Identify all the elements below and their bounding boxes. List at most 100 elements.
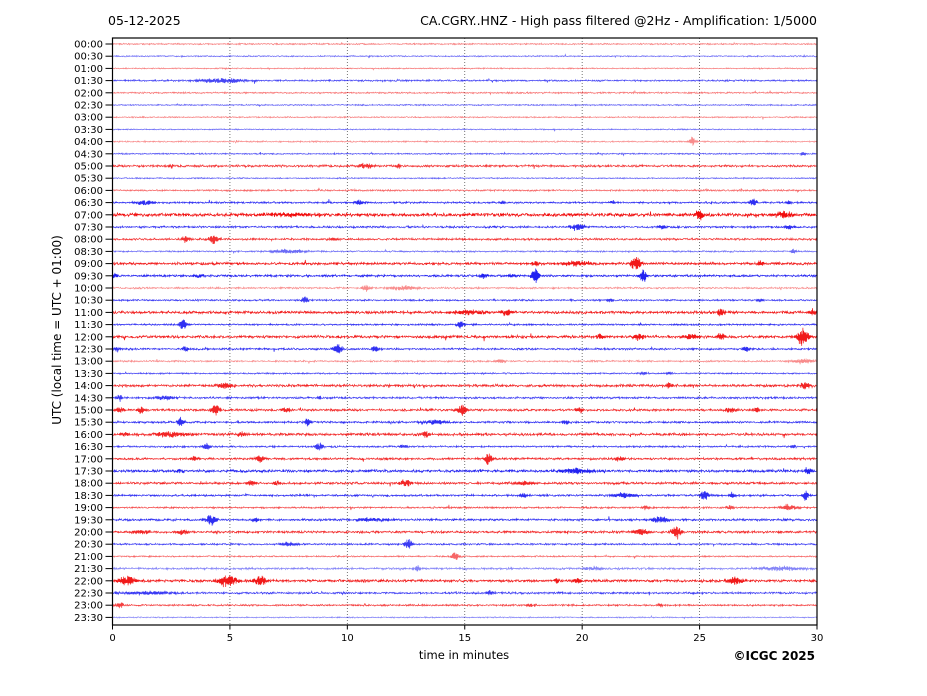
y-tick-label: 08:00: [74, 235, 103, 246]
y-tick-label: 15:00: [74, 406, 103, 417]
y-tick-label: 16:30: [74, 442, 103, 453]
trace-16:30: [112, 442, 818, 451]
y-tick-label: 19:00: [74, 503, 103, 514]
y-tick-label: 02:00: [74, 88, 103, 99]
trace-07:30: [112, 223, 818, 232]
y-tick-label: 14:00: [74, 381, 103, 392]
y-tick-label: 07:30: [74, 223, 103, 234]
trace-18:30: [112, 490, 818, 501]
trace-20:00: [112, 526, 818, 540]
trace-23:00: [112, 602, 818, 609]
y-tick-label: 16:00: [74, 430, 103, 441]
y-tick-label: 03:30: [74, 125, 103, 136]
trace-16:00: [112, 431, 818, 439]
trace-09:30: [112, 268, 818, 284]
y-tick-label: 04:30: [74, 149, 103, 160]
y-tick-label: 23:00: [74, 601, 103, 612]
x-tick-label: 5: [227, 633, 233, 644]
y-tick-label: 05:00: [74, 162, 103, 173]
trace-06:30: [112, 198, 818, 206]
trace-03:30: [112, 127, 817, 133]
trace-02:30: [112, 102, 817, 107]
trace-14:00: [112, 382, 818, 390]
plot-frame: [111, 37, 818, 626]
x-tick-label: 20: [576, 633, 589, 644]
x-axis-label: time in minutes: [418, 648, 510, 662]
trace-15:00: [112, 404, 818, 416]
y-tick-label: 21:00: [74, 552, 103, 563]
y-tick-label: 12:30: [74, 345, 103, 356]
y-tick-label: 18:30: [74, 491, 103, 502]
y-tick-label: 09:30: [74, 271, 103, 282]
y-tick-label: 06:00: [74, 186, 103, 197]
y-tick-label: 08:30: [74, 247, 103, 258]
y-tick-label: 15:30: [74, 418, 103, 429]
y-tick-label: 20:30: [74, 540, 103, 551]
trace-09:00: [112, 256, 818, 270]
y-tick-label: 01:00: [74, 64, 103, 75]
trace-00:30: [112, 53, 817, 59]
y-tick-label: 14:30: [74, 393, 103, 404]
y-tick-label: 10:00: [74, 284, 103, 295]
y-tick-label: 23:30: [74, 613, 103, 624]
y-tick-label: 09:00: [74, 259, 103, 270]
y-tick-label: 22:00: [74, 576, 103, 587]
trace-19:30: [112, 514, 818, 526]
x-tick-label: 25: [693, 633, 706, 644]
y-tick-label: 18:00: [74, 479, 103, 490]
y-tick-label: 19:30: [74, 515, 103, 526]
trace-00:00: [112, 41, 818, 46]
y-tick-label: 12:00: [74, 332, 103, 343]
trace-04:30: [112, 151, 817, 157]
y-tick-label: 01:30: [74, 76, 103, 87]
trace-22:30: [112, 590, 818, 596]
trace-12:00: [112, 327, 817, 346]
y-tick-label: 17:00: [74, 454, 103, 465]
y-tick-label: 07:00: [74, 210, 103, 221]
trace-01:30: [112, 77, 818, 84]
x-tick-label: 30: [811, 633, 824, 644]
y-tick-label: 21:30: [74, 564, 103, 575]
y-tick-label: 02:30: [74, 101, 103, 112]
trace-21:30: [112, 565, 818, 572]
trace-10:00: [112, 284, 818, 292]
trace-19:00: [112, 503, 818, 511]
y-tick-label: 00:30: [74, 52, 103, 63]
date-label: 05-12-2025: [108, 13, 181, 28]
trace-18:00: [112, 479, 818, 487]
y-tick-label: 17:30: [74, 467, 103, 478]
x-tick-label: 0: [109, 633, 115, 644]
trace-17:00: [112, 453, 817, 465]
plot-title: CA.CGRY..HNZ - High pass filtered @2Hz -…: [420, 13, 817, 28]
trace-14:30: [112, 394, 818, 402]
trace-06:00: [112, 187, 818, 194]
trace-11:30: [112, 319, 818, 329]
y-tick-label: 10:30: [74, 296, 103, 307]
trace-22:00: [112, 575, 818, 588]
y-tick-label: 13:30: [74, 369, 103, 380]
trace-20:30: [112, 539, 818, 549]
trace-21:00: [112, 552, 817, 561]
trace-08:00: [112, 235, 818, 245]
trace-05:30: [112, 176, 818, 180]
trace-04:00: [112, 136, 818, 146]
trace-12:30: [112, 344, 817, 354]
trace-08:30: [112, 248, 818, 254]
y-tick-label: 04:00: [74, 137, 103, 148]
trace-01:00: [112, 66, 818, 71]
y-tick-label: 11:00: [74, 308, 103, 319]
y-tick-label: 03:00: [74, 113, 103, 124]
trace-13:30: [112, 371, 818, 376]
trace-23:30: [112, 614, 817, 620]
x-tick-label: 15: [458, 633, 471, 644]
trace-10:30: [112, 296, 817, 303]
y-tick-label: 06:30: [74, 198, 103, 209]
trace-05:00: [112, 162, 818, 169]
trace-13:00: [112, 358, 818, 365]
trace-03:00: [112, 115, 818, 120]
trace-15:30: [112, 416, 818, 427]
x-tick-label: 10: [341, 633, 354, 644]
y-tick-label: 22:30: [74, 589, 103, 600]
